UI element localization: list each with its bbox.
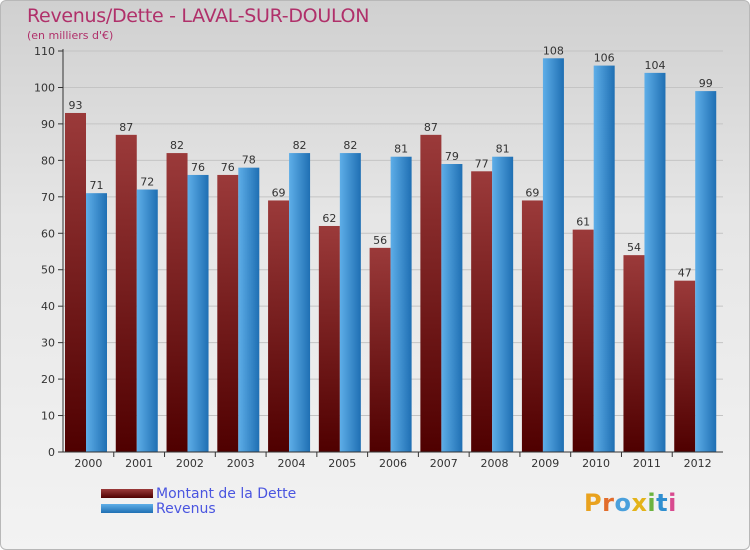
data-label-revenus: 79 <box>445 150 459 163</box>
legend-swatch-dette <box>101 489 153 498</box>
y-tick-label: 50 <box>41 264 55 277</box>
y-tick-label: 110 <box>34 45 55 58</box>
bar-revenus <box>441 164 463 452</box>
y-tick-label: 20 <box>41 373 55 386</box>
legend: Montant de la Dette Revenus <box>101 485 297 517</box>
data-label-revenus: 82 <box>343 139 357 152</box>
data-label-revenus: 76 <box>191 161 205 174</box>
data-label-revenus: 106 <box>594 52 615 65</box>
bar-dette <box>420 134 442 452</box>
bar-dette <box>674 280 696 452</box>
y-tick-label: 0 <box>48 446 55 459</box>
data-label-revenus: 72 <box>140 176 154 189</box>
bar-revenus <box>644 72 666 452</box>
data-label-revenus: 104 <box>644 59 665 72</box>
y-tick-label: 30 <box>41 337 55 350</box>
bar-dette <box>268 200 290 452</box>
y-tick-label: 100 <box>34 81 55 94</box>
bar-revenus <box>390 156 412 452</box>
data-label-dette: 56 <box>373 234 387 247</box>
x-tick-label: 2001 <box>125 457 153 470</box>
legend-swatch-revenus <box>101 504 153 513</box>
data-label-revenus: 78 <box>242 154 256 167</box>
logo-letter: t <box>656 489 669 517</box>
chart-subtitle: (en milliers d'€) <box>27 29 114 42</box>
x-tick-label: 2009 <box>531 457 559 470</box>
x-tick-label: 2005 <box>328 457 356 470</box>
data-label-revenus: 108 <box>543 44 564 57</box>
bar-dette <box>471 171 493 453</box>
y-tick-label: 90 <box>41 118 55 131</box>
data-label-dette: 62 <box>322 212 336 225</box>
data-label-dette: 87 <box>424 121 438 134</box>
y-tick-label: 60 <box>41 227 55 240</box>
bar-revenus <box>542 58 564 453</box>
bar-revenus <box>492 156 514 452</box>
data-label-revenus: 81 <box>496 143 510 156</box>
bar-dette <box>115 134 137 452</box>
bar-revenus <box>238 167 260 452</box>
y-tick-label: 40 <box>41 300 55 313</box>
bar-revenus <box>339 153 361 452</box>
bar-revenus <box>136 189 158 452</box>
data-label-dette: 77 <box>475 157 489 170</box>
bar-revenus <box>86 193 107 452</box>
bar-dette <box>623 255 645 452</box>
x-tick-label: 2004 <box>277 457 305 470</box>
data-label-revenus: 82 <box>293 139 307 152</box>
legend-label-dette: Montant de la Dette <box>156 485 297 502</box>
bar-revenus <box>289 153 311 452</box>
data-label-dette: 87 <box>119 121 133 134</box>
x-tick-label: 2002 <box>176 457 204 470</box>
x-tick-label: 2012 <box>684 457 712 470</box>
bar-dette <box>65 112 86 453</box>
bar-dette <box>166 153 188 452</box>
data-label-dette: 61 <box>576 216 590 229</box>
bar-dette <box>369 247 391 452</box>
proxiti-logo: Proxiti <box>584 489 677 517</box>
x-tick-label: 2011 <box>633 457 661 470</box>
bar-revenus <box>187 174 209 453</box>
chart-title: Revenus/Dette - LAVAL-SUR-DOULON <box>27 5 370 27</box>
y-tick-label: 10 <box>41 410 55 423</box>
logo-letter: i <box>647 489 657 517</box>
x-tick-label: 2010 <box>582 457 610 470</box>
x-tick-label: 2000 <box>74 457 102 470</box>
logo-letter: i <box>668 489 677 517</box>
x-tick-label: 2003 <box>227 457 255 470</box>
x-tick-label: 2008 <box>481 457 509 470</box>
x-tick-label: 2006 <box>379 457 407 470</box>
data-label-revenus: 81 <box>394 143 408 156</box>
bar-revenus <box>593 65 615 452</box>
legend-item-dette: Montant de la Dette <box>101 485 297 502</box>
logo-letter: o <box>614 489 632 517</box>
y-tick-label: 70 <box>41 191 55 204</box>
logo-letter: P <box>584 489 603 517</box>
data-label-revenus: 99 <box>699 77 713 90</box>
bar-revenus <box>695 91 717 452</box>
data-label-dette: 47 <box>678 267 692 280</box>
bar-dette <box>318 225 340 452</box>
data-label-dette: 76 <box>221 161 235 174</box>
bar-dette <box>521 200 543 452</box>
legend-item-revenus: Revenus <box>101 500 296 517</box>
data-label-dette: 82 <box>170 139 184 152</box>
data-label-revenus: 71 <box>90 179 104 192</box>
data-label-dette: 93 <box>69 99 83 112</box>
y-tick-label: 80 <box>41 154 55 167</box>
data-label-dette: 69 <box>525 186 539 199</box>
logo-letter: x <box>631 489 648 517</box>
data-label-dette: 69 <box>272 186 286 199</box>
bar-dette <box>572 229 594 452</box>
bar-dette <box>217 174 239 453</box>
legend-label-revenus: Revenus <box>156 500 216 517</box>
logo-letter: r <box>602 489 615 517</box>
x-tick-label: 2007 <box>430 457 458 470</box>
data-label-dette: 54 <box>627 241 641 254</box>
